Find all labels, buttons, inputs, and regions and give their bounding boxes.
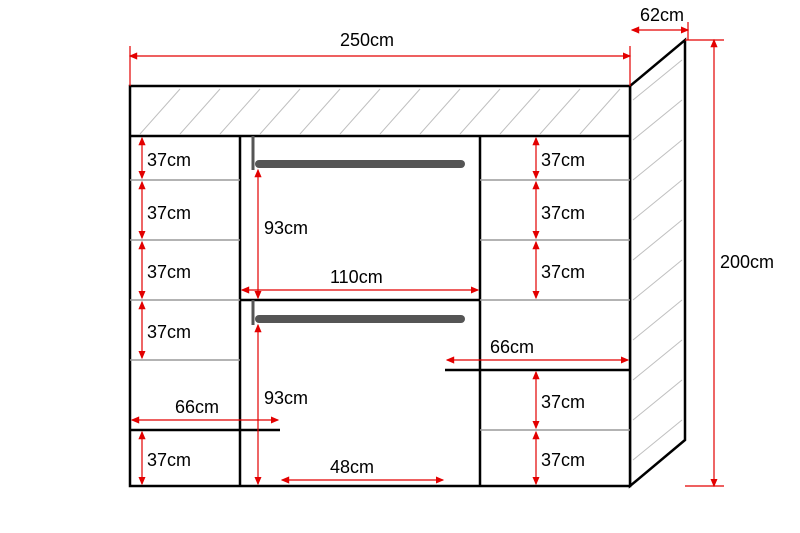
dim-left-2: 37cm bbox=[147, 262, 191, 283]
dim-left-5: 37cm bbox=[147, 450, 191, 471]
dim-right-1: 37cm bbox=[541, 203, 585, 224]
dim-right-0: 37cm bbox=[541, 150, 585, 171]
dim-right-3: 66cm bbox=[490, 337, 534, 358]
dim-center-1: 110cm bbox=[330, 267, 383, 288]
depth-hatch bbox=[633, 60, 682, 460]
dim-left-0: 37cm bbox=[147, 150, 191, 171]
dim-right-4: 37cm bbox=[541, 392, 585, 413]
dim-left-4: 66cm bbox=[175, 397, 219, 418]
dim-right-5: 37cm bbox=[541, 450, 585, 471]
dim-center-0: 93cm bbox=[264, 218, 308, 239]
dim-left-1: 37cm bbox=[147, 203, 191, 224]
dim-height: 200cm bbox=[720, 252, 774, 273]
wardrobe-diagram bbox=[0, 0, 800, 533]
dim-width: 250cm bbox=[340, 30, 394, 51]
dim-center-3: 48cm bbox=[330, 457, 374, 478]
dim-left-3: 37cm bbox=[147, 322, 191, 343]
dim-depth: 62cm bbox=[640, 5, 684, 26]
dim-center-2: 93cm bbox=[264, 388, 308, 409]
depth-panel bbox=[630, 40, 685, 486]
dim-right-2: 37cm bbox=[541, 262, 585, 283]
